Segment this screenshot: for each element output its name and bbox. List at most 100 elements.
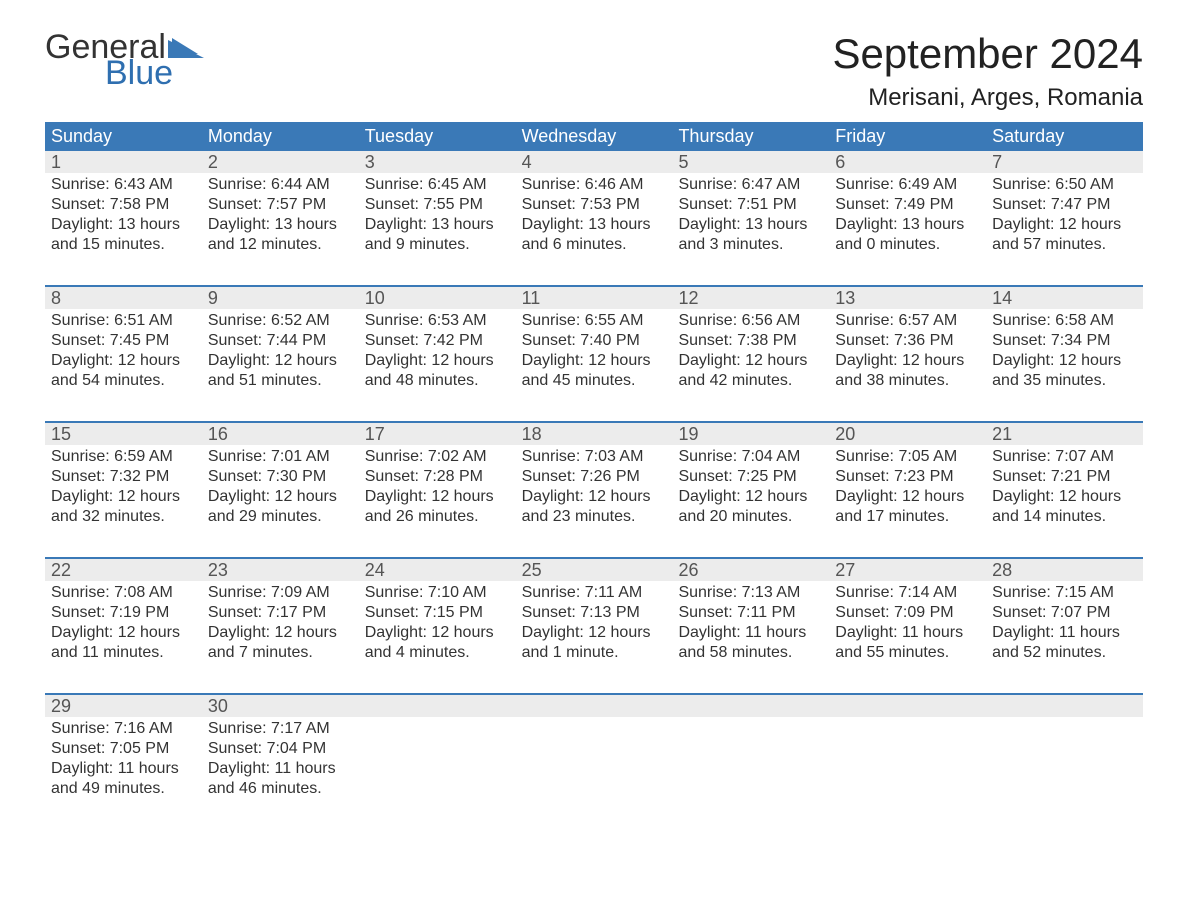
day-header: Saturday: [986, 122, 1143, 151]
daylight: Daylight: 13 hours and 0 minutes.: [835, 215, 980, 255]
day-body: Sunrise: 6:56 AMSunset: 7:38 PMDaylight:…: [672, 309, 829, 391]
sunset: Sunset: 7:38 PM: [678, 331, 823, 351]
day-cell: 22Sunrise: 7:08 AMSunset: 7:19 PMDayligh…: [45, 559, 202, 669]
day-body: Sunrise: 6:45 AMSunset: 7:55 PMDaylight:…: [359, 173, 516, 255]
sunset: Sunset: 7:09 PM: [835, 603, 980, 623]
day-body: Sunrise: 6:52 AMSunset: 7:44 PMDaylight:…: [202, 309, 359, 391]
day-number: 9: [202, 287, 359, 309]
day-number: 18: [516, 423, 673, 445]
day-cell: 2Sunrise: 6:44 AMSunset: 7:57 PMDaylight…: [202, 151, 359, 261]
sunrise: Sunrise: 6:52 AM: [208, 311, 353, 331]
sunset: Sunset: 7:21 PM: [992, 467, 1137, 487]
day-body: Sunrise: 6:46 AMSunset: 7:53 PMDaylight:…: [516, 173, 673, 255]
day-cell: 20Sunrise: 7:05 AMSunset: 7:23 PMDayligh…: [829, 423, 986, 533]
day-number: 20: [829, 423, 986, 445]
daylight: Daylight: 11 hours and 58 minutes.: [678, 623, 823, 663]
day-number: 12: [672, 287, 829, 309]
sunset: Sunset: 7:30 PM: [208, 467, 353, 487]
daylight: Daylight: 12 hours and 11 minutes.: [51, 623, 196, 663]
logo: General Blue: [45, 30, 204, 90]
daylight: Daylight: 12 hours and 1 minute.: [522, 623, 667, 663]
sunrise: Sunrise: 7:14 AM: [835, 583, 980, 603]
day-number: 1: [45, 151, 202, 173]
day-number: 16: [202, 423, 359, 445]
day-body: Sunrise: 7:15 AMSunset: 7:07 PMDaylight:…: [986, 581, 1143, 663]
day-number: 30: [202, 695, 359, 717]
day-number: 2: [202, 151, 359, 173]
sunset: Sunset: 7:53 PM: [522, 195, 667, 215]
day-cell: 14Sunrise: 6:58 AMSunset: 7:34 PMDayligh…: [986, 287, 1143, 397]
day-body: Sunrise: 7:07 AMSunset: 7:21 PMDaylight:…: [986, 445, 1143, 527]
sunrise: Sunrise: 7:15 AM: [992, 583, 1137, 603]
day-body: Sunrise: 7:02 AMSunset: 7:28 PMDaylight:…: [359, 445, 516, 527]
day-body: Sunrise: 6:47 AMSunset: 7:51 PMDaylight:…: [672, 173, 829, 255]
day-body: Sunrise: 6:51 AMSunset: 7:45 PMDaylight:…: [45, 309, 202, 391]
sunrise: Sunrise: 7:11 AM: [522, 583, 667, 603]
day-header: Sunday: [45, 122, 202, 151]
daylight: Daylight: 13 hours and 3 minutes.: [678, 215, 823, 255]
day-number: 4: [516, 151, 673, 173]
day-number: 29: [45, 695, 202, 717]
day-number: .: [672, 695, 829, 717]
daylight: Daylight: 12 hours and 14 minutes.: [992, 487, 1137, 527]
sunrise: Sunrise: 7:07 AM: [992, 447, 1137, 467]
sunrise: Sunrise: 6:56 AM: [678, 311, 823, 331]
day-number: .: [516, 695, 673, 717]
day-body: Sunrise: 7:03 AMSunset: 7:26 PMDaylight:…: [516, 445, 673, 527]
calendar-week: 29Sunrise: 7:16 AMSunset: 7:05 PMDayligh…: [45, 693, 1143, 805]
day-header: Tuesday: [359, 122, 516, 151]
sunset: Sunset: 7:28 PM: [365, 467, 510, 487]
daylight: Daylight: 11 hours and 46 minutes.: [208, 759, 353, 799]
day-cell: 26Sunrise: 7:13 AMSunset: 7:11 PMDayligh…: [672, 559, 829, 669]
day-cell: .: [672, 695, 829, 805]
sunrise: Sunrise: 6:50 AM: [992, 175, 1137, 195]
day-number: 14: [986, 287, 1143, 309]
day-number: 21: [986, 423, 1143, 445]
sunrise: Sunrise: 6:55 AM: [522, 311, 667, 331]
sunrise: Sunrise: 7:01 AM: [208, 447, 353, 467]
day-cell: 6Sunrise: 6:49 AMSunset: 7:49 PMDaylight…: [829, 151, 986, 261]
sunset: Sunset: 7:26 PM: [522, 467, 667, 487]
sunset: Sunset: 7:05 PM: [51, 739, 196, 759]
day-cell: 16Sunrise: 7:01 AMSunset: 7:30 PMDayligh…: [202, 423, 359, 533]
daylight: Daylight: 12 hours and 20 minutes.: [678, 487, 823, 527]
day-number: 26: [672, 559, 829, 581]
day-cell: 13Sunrise: 6:57 AMSunset: 7:36 PMDayligh…: [829, 287, 986, 397]
calendar: Sunday Monday Tuesday Wednesday Thursday…: [45, 122, 1143, 805]
sunset: Sunset: 7:45 PM: [51, 331, 196, 351]
day-body: Sunrise: 7:11 AMSunset: 7:13 PMDaylight:…: [516, 581, 673, 663]
day-body: Sunrise: 7:13 AMSunset: 7:11 PMDaylight:…: [672, 581, 829, 663]
day-cell: 15Sunrise: 6:59 AMSunset: 7:32 PMDayligh…: [45, 423, 202, 533]
daylight: Daylight: 12 hours and 57 minutes.: [992, 215, 1137, 255]
day-number: 7: [986, 151, 1143, 173]
daylight: Daylight: 12 hours and 45 minutes.: [522, 351, 667, 391]
sunset: Sunset: 7:51 PM: [678, 195, 823, 215]
day-number: 23: [202, 559, 359, 581]
sunrise: Sunrise: 6:45 AM: [365, 175, 510, 195]
day-number: 3: [359, 151, 516, 173]
sunrise: Sunrise: 6:44 AM: [208, 175, 353, 195]
day-number: .: [986, 695, 1143, 717]
sunrise: Sunrise: 6:53 AM: [365, 311, 510, 331]
day-body: Sunrise: 7:16 AMSunset: 7:05 PMDaylight:…: [45, 717, 202, 799]
daylight: Daylight: 11 hours and 52 minutes.: [992, 623, 1137, 663]
sunrise: Sunrise: 7:10 AM: [365, 583, 510, 603]
day-number: 5: [672, 151, 829, 173]
day-header: Friday: [829, 122, 986, 151]
sunrise: Sunrise: 6:58 AM: [992, 311, 1137, 331]
sunrise: Sunrise: 6:51 AM: [51, 311, 196, 331]
logo-text-blue: Blue: [105, 56, 204, 90]
day-body: Sunrise: 7:04 AMSunset: 7:25 PMDaylight:…: [672, 445, 829, 527]
day-body: Sunrise: 6:59 AMSunset: 7:32 PMDaylight:…: [45, 445, 202, 527]
sunrise: Sunrise: 7:09 AM: [208, 583, 353, 603]
day-cell: 17Sunrise: 7:02 AMSunset: 7:28 PMDayligh…: [359, 423, 516, 533]
sunrise: Sunrise: 6:59 AM: [51, 447, 196, 467]
sunset: Sunset: 7:07 PM: [992, 603, 1137, 623]
day-cell: .: [359, 695, 516, 805]
daylight: Daylight: 12 hours and 48 minutes.: [365, 351, 510, 391]
day-cell: .: [516, 695, 673, 805]
sunrise: Sunrise: 7:13 AM: [678, 583, 823, 603]
day-cell: 7Sunrise: 6:50 AMSunset: 7:47 PMDaylight…: [986, 151, 1143, 261]
day-number: 25: [516, 559, 673, 581]
day-cell: 10Sunrise: 6:53 AMSunset: 7:42 PMDayligh…: [359, 287, 516, 397]
